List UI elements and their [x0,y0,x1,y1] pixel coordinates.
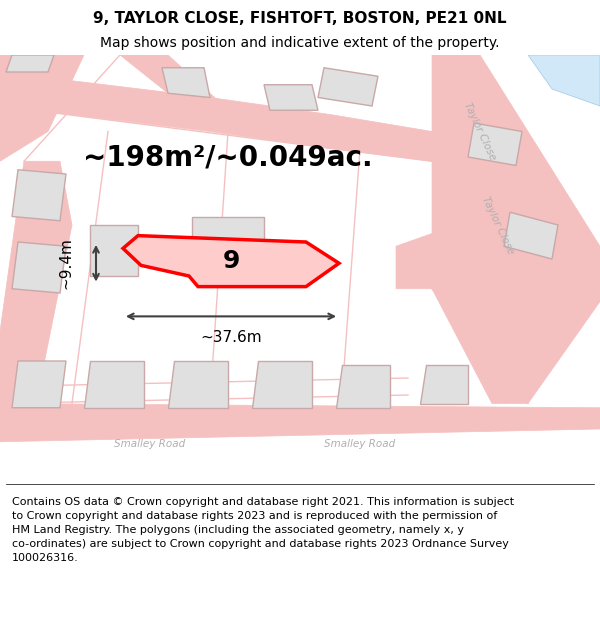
Polygon shape [396,55,600,404]
Text: 9: 9 [223,249,239,273]
Polygon shape [0,161,72,404]
Polygon shape [420,365,468,404]
Text: Smalley Road: Smalley Road [325,439,395,449]
Polygon shape [162,68,210,98]
Polygon shape [120,55,252,131]
Polygon shape [12,170,66,221]
Polygon shape [0,72,432,161]
Polygon shape [336,365,390,408]
Polygon shape [318,68,378,106]
Text: ~198m²/~0.049ac.: ~198m²/~0.049ac. [83,143,373,171]
Text: Taylor Close: Taylor Close [480,194,516,256]
Polygon shape [504,213,558,259]
Polygon shape [528,55,600,106]
Text: Taylor Close: Taylor Close [462,101,498,162]
Polygon shape [0,55,84,161]
Text: ~9.4m: ~9.4m [59,238,74,289]
Polygon shape [264,85,318,110]
Polygon shape [468,123,522,166]
Polygon shape [252,361,312,408]
Polygon shape [12,242,66,293]
Text: Smalley Road: Smalley Road [115,439,185,449]
Polygon shape [84,361,144,408]
Text: Map shows position and indicative extent of the property.: Map shows position and indicative extent… [100,36,500,50]
Polygon shape [6,55,54,72]
Text: 9, TAYLOR CLOSE, FISHTOFT, BOSTON, PE21 0NL: 9, TAYLOR CLOSE, FISHTOFT, BOSTON, PE21 … [93,11,507,26]
Polygon shape [123,236,339,287]
Polygon shape [168,361,228,408]
Polygon shape [90,225,138,276]
Text: Contains OS data © Crown copyright and database right 2021. This information is : Contains OS data © Crown copyright and d… [12,498,514,563]
Polygon shape [0,404,600,442]
Text: ~37.6m: ~37.6m [200,330,262,345]
Polygon shape [192,216,264,268]
Polygon shape [12,361,66,408]
